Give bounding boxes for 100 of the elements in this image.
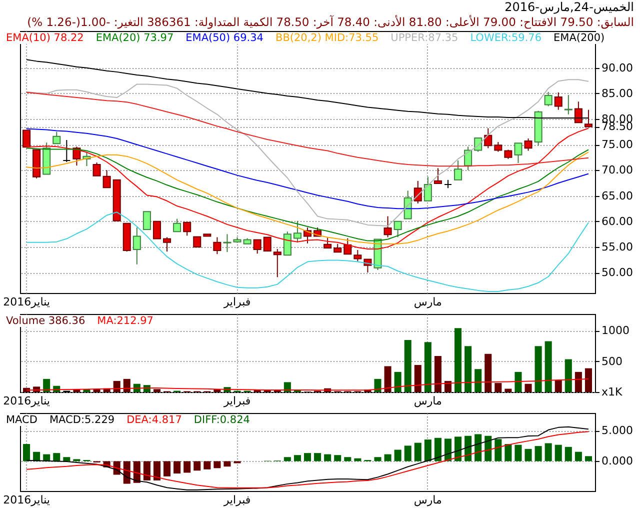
bar [464,346,472,392]
bar [394,450,402,462]
bar [143,461,150,480]
bar [334,455,342,462]
candlestick [514,142,522,164]
y-tick-label: 85.00 [602,86,633,100]
text: DIFF:0.824 [194,414,250,426]
bar [454,328,462,392]
bar [564,446,572,462]
bar [153,389,160,392]
line-series [26,92,589,167]
y-tick-label: 75.00 [602,138,633,152]
bar [404,446,412,462]
candlestick [213,236,222,255]
bar [464,436,472,462]
x-tick-label: 2016يناير [3,494,50,506]
text: LOWER:59.76 [470,32,542,44]
legend-title: MACD [6,414,38,426]
chart-subtitle: السابق: 79.50 الافتتاح: 79.00 الأعلى: 81.80 الأدنى: 78.40 آخر: 78.50 الكمية المتداولة: 386361 التغير: -1.00(-1.26 %) [26,15,635,30]
text: UPPER:87.35 [390,32,458,44]
bar [194,461,201,471]
bar [494,439,502,462]
candlestick [394,220,402,238]
line-series [26,378,589,391]
candlestick [384,216,392,238]
candlestick [414,180,422,204]
line-series [26,79,589,226]
bar [384,454,392,462]
x-tick-label: 2016يناير [3,394,50,408]
candlestick [132,227,141,265]
candlestick [163,236,172,252]
bar [153,461,160,480]
candlestick [293,220,302,243]
candlestick [404,190,412,220]
bar [374,457,382,462]
y-tick-label: 50.00 [602,266,633,280]
candlestick [544,91,552,107]
candlestick [183,222,192,236]
y-tick-label: 70.00 [602,164,633,177]
bar [314,453,322,462]
bar [584,368,592,392]
x-tick-label: فبراير [222,296,251,308]
x-tick-label: فبراير [222,394,251,408]
candlestick [193,236,202,248]
bar [53,453,60,462]
bar [484,354,492,392]
y-tick-label: x1K [602,386,624,398]
bar [524,384,532,392]
bar [184,461,191,473]
candlestick [273,248,282,278]
bar [474,369,482,392]
candlestick [223,234,232,253]
candlestick [324,237,332,248]
candlestick [354,250,362,262]
bar [484,436,492,462]
bar [514,372,522,392]
bar [174,461,181,474]
bar [344,457,352,462]
bar [584,456,592,462]
candlestick [584,109,592,128]
candlestick [504,149,512,160]
candlestick [283,231,292,256]
text: EMA(50) 69.34 [186,32,264,44]
text: EMA(200) [554,32,605,44]
bar [574,372,582,392]
candlestick [464,146,472,171]
text: EMA(10) 78.22 [6,32,84,44]
bar [204,461,211,470]
bar [224,461,231,467]
candlestick [152,220,161,240]
bar [504,388,512,392]
y-tick-label: 78.50 [602,120,633,134]
bar [404,340,412,392]
bar [384,366,392,392]
bar [63,457,70,462]
y-tick-label: 500 [602,354,622,368]
bar [434,438,442,462]
bar [123,461,130,484]
candlestick [564,94,572,115]
bar [414,442,422,462]
y-tick-label: 90.00 [602,61,633,74]
bar [113,380,120,392]
bar [544,443,552,462]
candlestick [574,101,582,124]
bar [444,380,452,392]
bar [133,461,140,483]
candlestick [22,130,31,148]
bar [284,382,291,392]
bar [554,380,562,392]
bar [554,444,562,462]
candlestick [62,139,71,162]
y-tick-label: 60.00 [602,214,633,228]
candlestick [92,162,101,176]
bar [514,444,522,462]
bar [324,454,332,462]
text: Volume 386.36 [6,315,86,327]
bar [564,359,572,392]
candlestick [484,128,492,149]
bar [524,448,532,462]
candlestick [173,218,182,232]
